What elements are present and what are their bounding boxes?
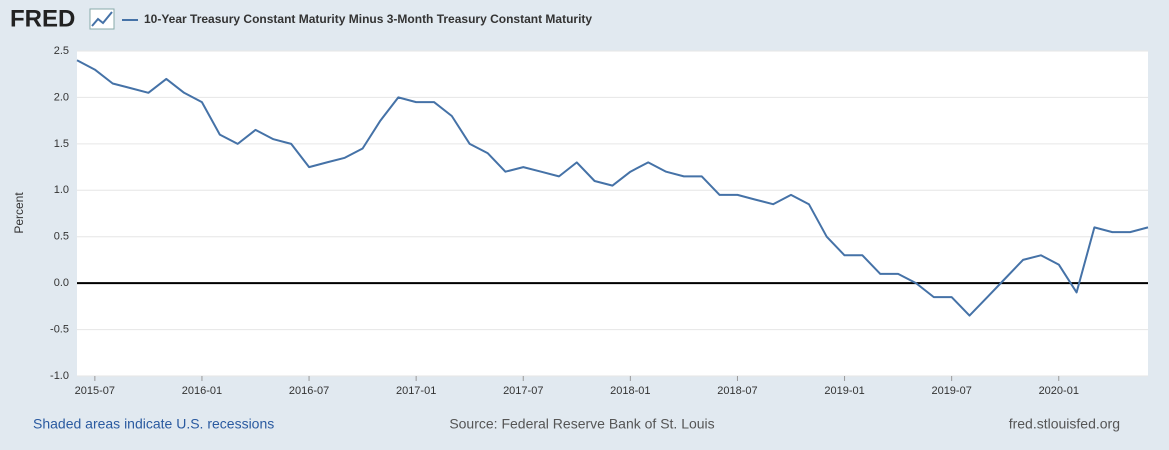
y-tick-label: 0.0 <box>54 277 69 289</box>
x-tick-label: 2019-01 <box>824 385 864 397</box>
x-tick-label: 2019-07 <box>931 385 971 397</box>
site-url: fred.stlouisfed.org <box>1009 416 1120 432</box>
x-tick-label: 2017-07 <box>503 385 543 397</box>
x-tick-label: 2020-01 <box>1039 385 1079 397</box>
y-tick-label: 2.0 <box>54 91 69 103</box>
y-axis-label: Percent <box>12 192 26 234</box>
x-tick-label: 2016-07 <box>289 385 329 397</box>
recession-note: Shaded areas indicate U.S. recessions <box>33 416 274 432</box>
logo-icon <box>89 8 115 30</box>
y-tick-label: -0.5 <box>50 323 69 335</box>
x-tick-label: 2017-01 <box>396 385 436 397</box>
y-tick-label: 2.5 <box>54 45 69 57</box>
legend-label: 10-Year Treasury Constant Maturity Minus… <box>144 12 592 26</box>
x-tick-label: 2018-01 <box>610 385 650 397</box>
y-tick-label: -1.0 <box>50 370 69 382</box>
plot-area <box>77 51 1148 376</box>
source: Source: Federal Reserve Bank of St. Loui… <box>449 416 714 432</box>
y-tick-label: 1.5 <box>54 138 69 150</box>
series-line <box>76 59 1149 317</box>
logo: FRED <box>10 5 75 32</box>
x-tick-label: 2016-01 <box>182 385 222 397</box>
x-tick-label: 2015-07 <box>75 385 115 397</box>
x-tick-label: 2018-07 <box>717 385 757 397</box>
y-tick-label: 0.5 <box>54 231 69 243</box>
y-tick-label: 1.0 <box>54 184 69 196</box>
